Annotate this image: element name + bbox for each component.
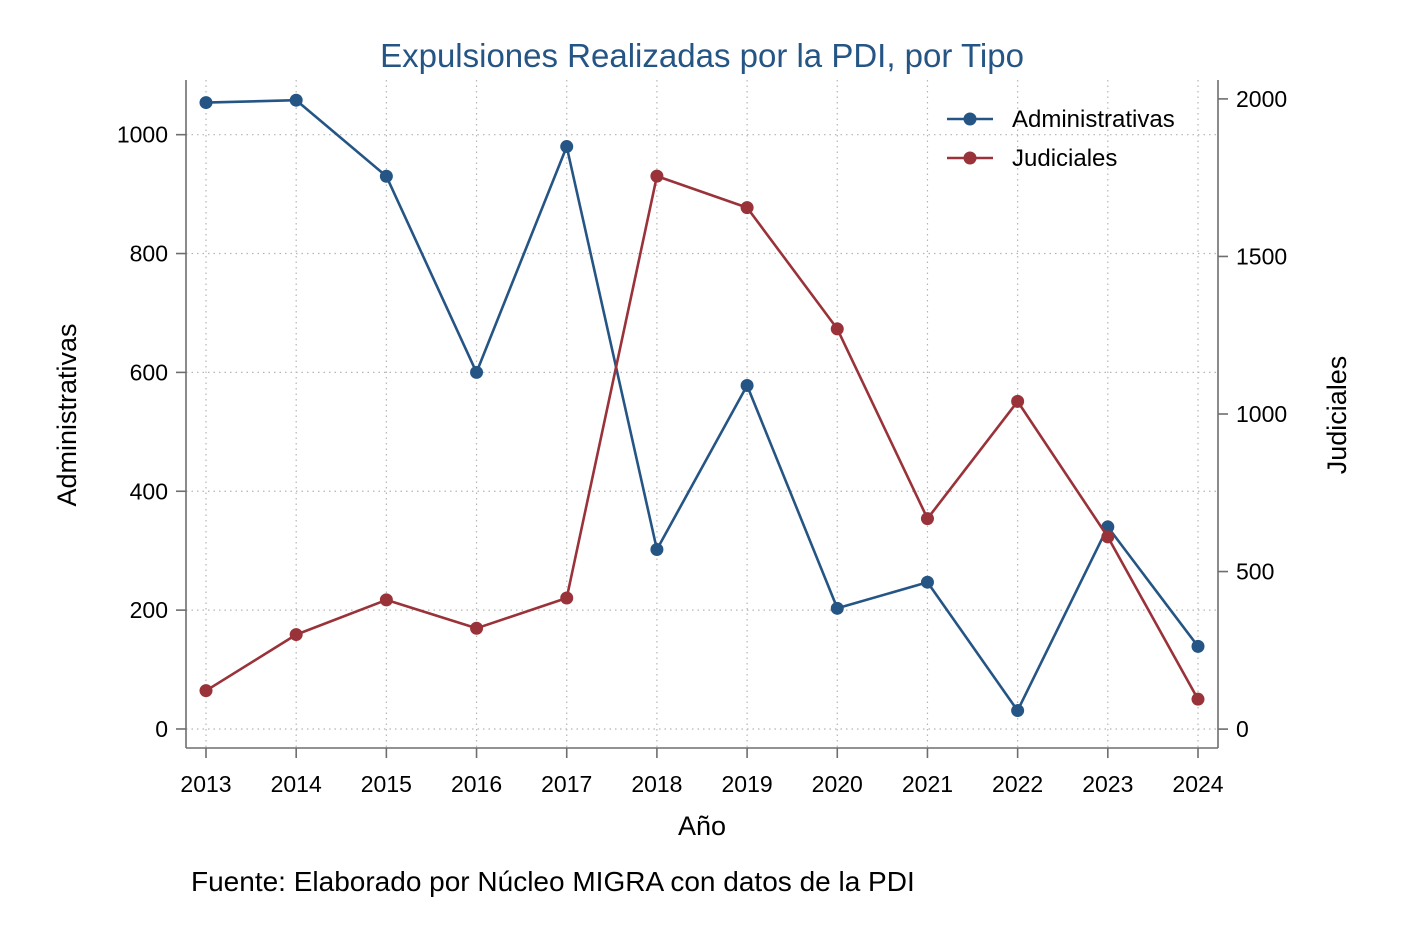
y-left-tick-label: 400 xyxy=(130,478,168,504)
data-point xyxy=(830,601,844,615)
y-right-tick-label: 1500 xyxy=(1236,243,1287,269)
x-tick-label: 2019 xyxy=(722,771,773,797)
data-point xyxy=(740,378,754,392)
legend-marker xyxy=(963,112,977,126)
x-tick-label: 2024 xyxy=(1172,771,1223,797)
data-point xyxy=(1011,394,1025,408)
x-tick-label: 2018 xyxy=(631,771,682,797)
legend: Administrativas Judiciales xyxy=(947,106,1175,172)
x-tick-label: 2017 xyxy=(541,771,592,797)
y-right-tick-label: 2000 xyxy=(1236,86,1287,112)
chart-title: Expulsiones Realizadas por la PDI, por T… xyxy=(380,37,1024,74)
y-left-tick-label: 800 xyxy=(130,241,168,267)
data-point xyxy=(560,591,574,605)
x-tick-label: 2015 xyxy=(361,771,412,797)
y-axis-label-left: Administrativas xyxy=(52,323,82,506)
y-left-tick-label: 200 xyxy=(130,597,168,623)
x-tick-label: 2013 xyxy=(180,771,231,797)
source-note: Fuente: Elaborado por Núcleo MIGRA con d… xyxy=(191,866,915,897)
ticks: 0 200 400 600 800 1000 0 500 1000 1500 2000 2013 201… xyxy=(117,86,1287,797)
data-point xyxy=(560,140,574,154)
x-tick-label: 2014 xyxy=(271,771,322,797)
data-point xyxy=(379,593,393,607)
x-tick-label: 2016 xyxy=(451,771,502,797)
data-point xyxy=(1101,530,1115,544)
data-point xyxy=(470,365,484,379)
data-point xyxy=(289,93,303,107)
series xyxy=(199,93,1205,718)
x-tick-label: 2020 xyxy=(812,771,863,797)
data-point xyxy=(199,684,213,698)
legend-label: Administrativas xyxy=(1012,106,1175,133)
data-point xyxy=(289,628,303,642)
data-point xyxy=(920,512,934,526)
series-line-1 xyxy=(205,98,1200,712)
y-left-tick-label: 1000 xyxy=(117,122,168,148)
axes xyxy=(185,80,1219,749)
series-line-2 xyxy=(205,174,1200,700)
y-right-tick-label: 500 xyxy=(1236,559,1274,585)
y-right-tick-label: 1000 xyxy=(1236,401,1287,427)
legend-label: Judiciales xyxy=(1012,145,1117,172)
data-point xyxy=(1191,639,1205,653)
grid xyxy=(186,80,1218,748)
x-axis-label: Año xyxy=(678,811,726,841)
data-point xyxy=(199,96,213,110)
y-right-tick-label: 0 xyxy=(1236,716,1249,742)
y-left-tick-label: 0 xyxy=(155,716,168,742)
x-tick-label: 2021 xyxy=(902,771,953,797)
data-point xyxy=(650,169,664,183)
data-point xyxy=(830,322,844,336)
legend-marker xyxy=(963,151,977,165)
data-point xyxy=(920,575,934,589)
data-point xyxy=(379,169,393,183)
data-point xyxy=(740,201,754,215)
data-point xyxy=(470,621,484,635)
data-point xyxy=(1191,692,1205,706)
y-left-tick-label: 600 xyxy=(130,359,168,385)
y-axis-label-right: Judiciales xyxy=(1322,356,1352,475)
x-tick-label: 2022 xyxy=(992,771,1043,797)
data-point xyxy=(1011,704,1025,718)
x-tick-label: 2023 xyxy=(1082,771,1133,797)
data-point xyxy=(650,543,664,557)
